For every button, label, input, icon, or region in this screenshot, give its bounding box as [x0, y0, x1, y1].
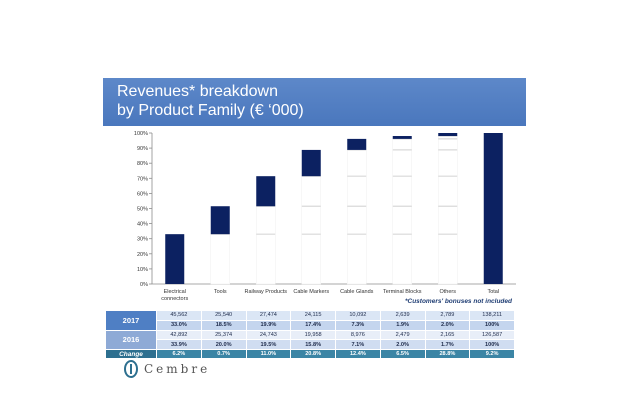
- y-tick-label: 0%: [140, 282, 148, 288]
- company-logo: Cembre: [124, 360, 210, 378]
- cell: 2,789: [424, 310, 471, 321]
- cell: 9.2%: [469, 349, 515, 360]
- cell: 6.5%: [379, 349, 426, 360]
- cell: 7.1%: [335, 339, 381, 351]
- cell: 11.0%: [245, 349, 292, 360]
- x-tick-label: Total: [487, 289, 499, 295]
- bar: [256, 176, 276, 207]
- cell: 45,562: [156, 310, 202, 321]
- x-tick-label: Others: [439, 289, 456, 295]
- cell: 2,479: [379, 329, 426, 341]
- cell: 12.4%: [335, 349, 381, 360]
- x-tick-label: Railway Products: [245, 289, 288, 295]
- cell: 138,211: [469, 310, 515, 321]
- row-2017-shares: 33.0% 18.5% 19.9% 17.4% 7.3% 1.9% 2.0% 1…: [106, 319, 515, 331]
- waterfall-chart: 0% 10% 20% 30% 40% 50% 60% 70% 80% 90% 100% Electri…: [134, 131, 516, 302]
- bar: [483, 133, 503, 284]
- cell: 100%: [469, 319, 515, 331]
- cell: 25,374: [200, 329, 247, 341]
- cell: 28.8%: [424, 349, 471, 360]
- title-line-2: by Product Family (€ ‘000): [117, 102, 304, 119]
- cell: 19.9%: [245, 319, 292, 331]
- bar: [347, 138, 367, 150]
- bar-base-segment: [392, 138, 412, 285]
- cell: 2,165: [424, 329, 471, 341]
- bar-base-segment: [210, 233, 230, 285]
- bar-base-segment: [301, 175, 321, 285]
- bar: [438, 133, 458, 137]
- y-tick-label: 80%: [137, 161, 148, 167]
- logo-icon: [124, 360, 138, 378]
- bar: [210, 206, 230, 235]
- cell: 33.9%: [156, 339, 202, 351]
- cell: 100%: [469, 339, 515, 351]
- cell: 19,958: [290, 329, 336, 341]
- cell: 1.7%: [424, 339, 471, 351]
- x-tick-label: Cable Glands: [340, 289, 374, 295]
- cell: 2,639: [379, 310, 426, 321]
- revenue-table: 2017 45,562 25,540 27,474 24,115 10,092 …: [105, 310, 515, 360]
- x-tick-label: connectors: [161, 296, 188, 302]
- y-tick-label: 40%: [137, 222, 148, 228]
- x-tick-label: Electrical: [164, 289, 186, 295]
- cell: 27,474: [245, 310, 292, 321]
- y-tick-label: 60%: [137, 191, 148, 197]
- y-tick-label: 20%: [137, 252, 148, 258]
- x-tick-label: Tools: [214, 289, 227, 295]
- footnote: *Customers' bonuses not included: [404, 298, 512, 305]
- title-banner: Revenues* breakdown by Product Family (€…: [103, 78, 526, 126]
- cell: 2.0%: [424, 319, 471, 331]
- cell: 24,115: [290, 310, 336, 321]
- cell: 2.0%: [379, 339, 426, 351]
- y-tick-label: 100%: [134, 131, 148, 137]
- x-tick-label: Terminal Blocks: [383, 289, 422, 295]
- bar: [165, 234, 185, 284]
- y-tick-label: 70%: [137, 176, 148, 182]
- x-tick-label: Cable Markers: [293, 289, 329, 295]
- year-2017: 2017: [105, 310, 157, 331]
- cell: 20.8%: [290, 349, 336, 360]
- row-2017-values: 2017 45,562 25,540 27,474 24,115 10,092 …: [105, 310, 515, 331]
- row-2016-values: 2016 42,892 25,374 24,743 19,958 8,976 2…: [105, 329, 515, 351]
- cell: 19.5%: [245, 339, 292, 351]
- logo-text: Cembre: [144, 362, 211, 376]
- y-tick-label: 30%: [137, 237, 148, 243]
- change-label: Change: [105, 349, 157, 360]
- cell: 1.9%: [379, 319, 426, 331]
- cell: 0.7%: [200, 349, 247, 360]
- cell: 33.0%: [156, 319, 202, 331]
- row-change: Change 6.2% 0.7% 11.0% 20.8% 12.4% 6.5% …: [105, 349, 515, 360]
- cell: 42,892: [156, 329, 202, 341]
- cell: 126,587: [469, 329, 515, 341]
- y-tick-label: 50%: [137, 207, 148, 213]
- cell: 15.8%: [290, 339, 336, 351]
- bar: [392, 136, 412, 139]
- cell: 24,743: [245, 329, 292, 341]
- cell: 8,976: [335, 329, 381, 341]
- bar-base-segment: [256, 205, 276, 285]
- y-tick-label: 10%: [137, 267, 148, 273]
- bar-base-segment: [438, 135, 458, 285]
- cell: 18.5%: [200, 319, 247, 331]
- cell: 20.0%: [200, 339, 247, 351]
- cell: 17.4%: [290, 319, 336, 331]
- cell: 25,540: [200, 310, 247, 321]
- year-2016: 2016: [105, 329, 157, 351]
- y-tick-label: 90%: [137, 146, 148, 152]
- cell: 7.3%: [335, 319, 381, 331]
- cell: 6.2%: [156, 349, 202, 360]
- row-2016-shares: 33.9% 20.0% 19.5% 15.8% 7.1% 2.0% 1.7% 1…: [106, 339, 515, 351]
- title-line-1: Revenues* breakdown: [117, 83, 278, 100]
- bar-base-segment: [347, 149, 367, 285]
- cell: 10,092: [335, 310, 381, 321]
- bar: [301, 149, 321, 177]
